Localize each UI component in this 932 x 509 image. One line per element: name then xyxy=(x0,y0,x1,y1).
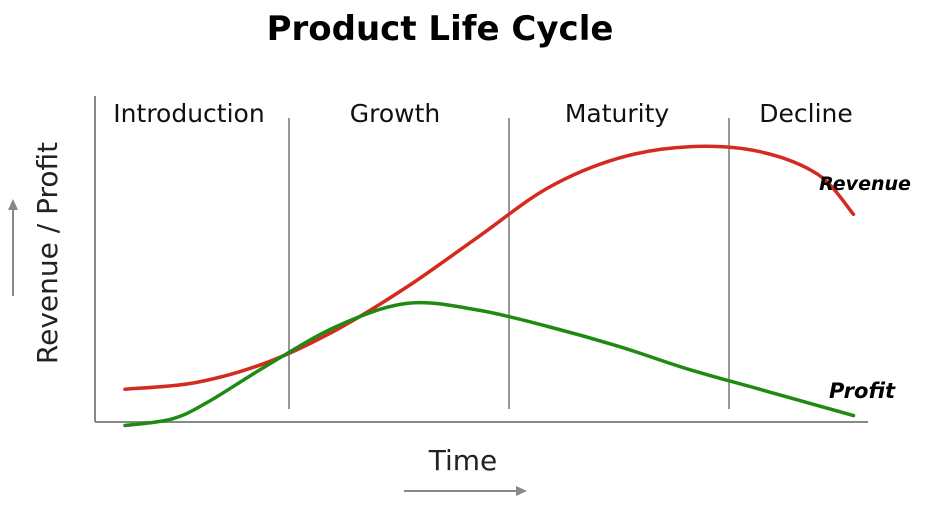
profit-curve xyxy=(123,300,856,428)
y-axis-arrow-icon xyxy=(8,199,18,296)
revenue-series-label: Revenue xyxy=(819,173,911,195)
stage-label-maturity: Maturity xyxy=(565,99,670,128)
stage-label-growth: Growth xyxy=(350,99,441,128)
profit-series-label: Profit xyxy=(829,379,896,403)
diagram-title: Product Life Cycle xyxy=(267,9,614,49)
revenue-curve xyxy=(123,144,856,391)
x-axis-label: Time xyxy=(428,444,498,477)
stage-label-decline: Decline xyxy=(759,99,853,128)
x-axis-arrow-icon xyxy=(404,486,527,496)
y-axis-label: Revenue / Profit xyxy=(31,142,64,364)
stage-label-introduction: Introduction xyxy=(113,99,264,128)
